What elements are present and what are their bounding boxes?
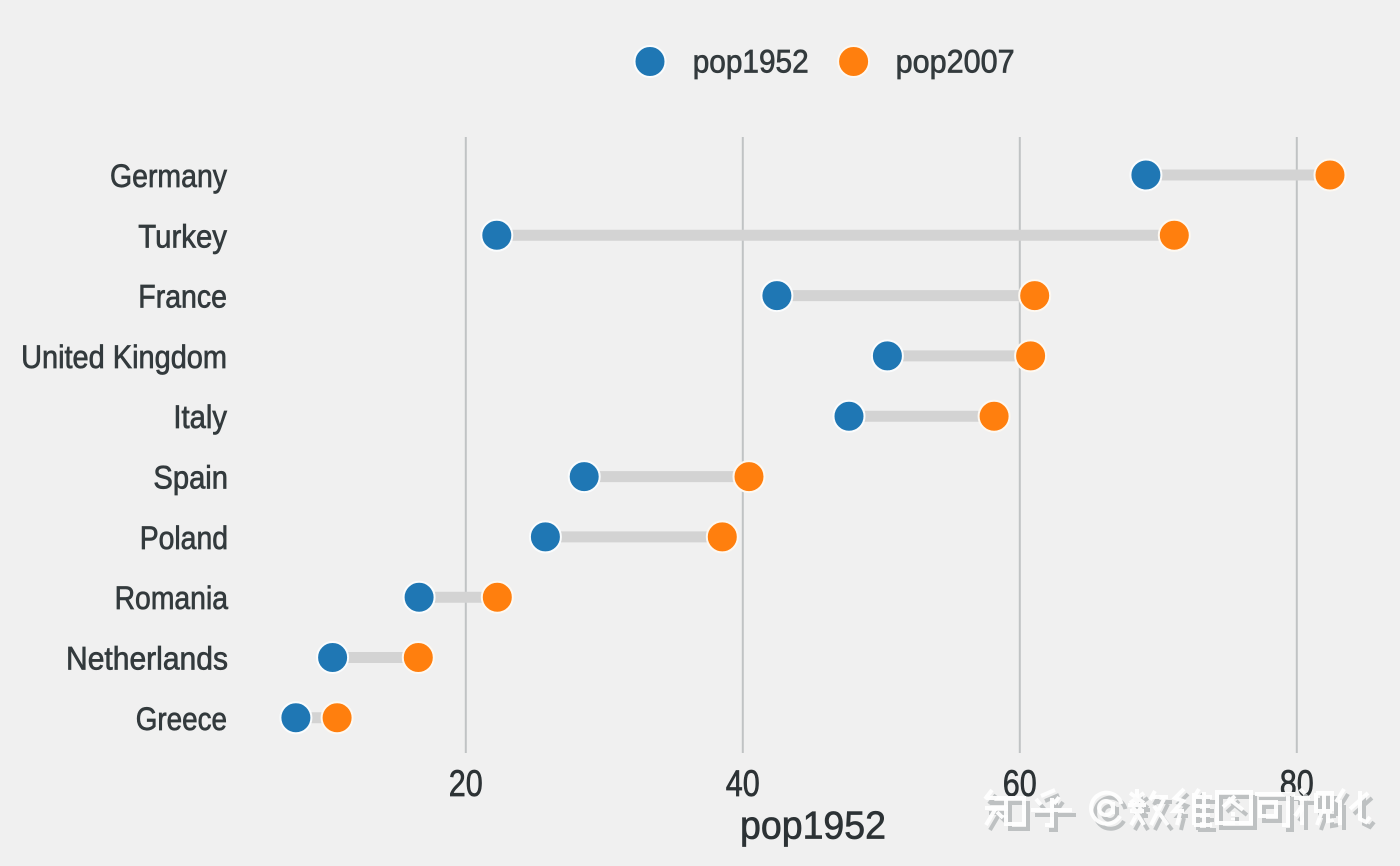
svg-text:Spain: Spain xyxy=(153,460,228,496)
svg-text:Turkey: Turkey xyxy=(138,218,227,254)
svg-text:Poland: Poland xyxy=(140,520,228,556)
svg-text:United Kingdom: United Kingdom xyxy=(21,339,227,375)
svg-text:20: 20 xyxy=(449,763,483,804)
svg-text:40: 40 xyxy=(726,763,760,804)
svg-text:pop2007: pop2007 xyxy=(896,44,1015,80)
svg-text:France: France xyxy=(138,279,227,315)
svg-text:Germany: Germany xyxy=(110,158,227,194)
svg-text:pop1952: pop1952 xyxy=(740,805,886,848)
svg-text:Romania: Romania xyxy=(115,580,229,616)
svg-text:Netherlands: Netherlands xyxy=(66,641,228,677)
svg-text:Italy: Italy xyxy=(173,399,227,435)
svg-text:pop1952: pop1952 xyxy=(693,44,809,80)
svg-text:Greece: Greece xyxy=(136,701,227,737)
